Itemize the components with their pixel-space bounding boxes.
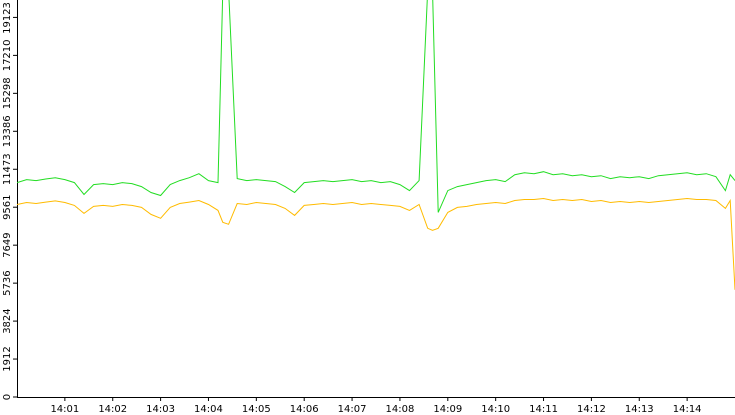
x-tick-label: 14:13 <box>625 404 654 415</box>
x-tick-label: 14:09 <box>433 404 462 415</box>
x-tick-label: 14:01 <box>50 404 79 415</box>
x-tick-label: 14:10 <box>481 404 510 415</box>
y-tick-label: 0 <box>2 394 13 400</box>
y-tick-label: 1912 <box>2 346 13 371</box>
x-tick-label: 14:05 <box>242 404 271 415</box>
series-line <box>17 0 735 213</box>
x-tick-label: 14:14 <box>673 404 702 415</box>
y-tick-label: 13386 <box>2 115 13 147</box>
x-tick-label: 14:04 <box>194 404 223 415</box>
x-tick-label: 14:03 <box>146 404 175 415</box>
y-tick-label: 19123 <box>2 2 13 34</box>
x-tick-label: 14:12 <box>577 404 606 415</box>
x-tick-label: 14:08 <box>386 404 415 415</box>
y-tick-label: 5736 <box>2 270 13 295</box>
y-tick-label: 3824 <box>2 308 13 333</box>
x-tick-label: 14:07 <box>338 404 367 415</box>
x-tick-label: 14:11 <box>529 404 558 415</box>
y-tick-label: 9561 <box>2 194 13 219</box>
y-tick-label: 15298 <box>2 77 13 109</box>
y-tick-label: 17210 <box>2 39 13 71</box>
y-tick-label: 7649 <box>2 232 13 257</box>
x-tick-label: 14:02 <box>98 404 127 415</box>
series-line <box>17 197 735 290</box>
x-tick-label: 14:06 <box>290 404 319 415</box>
y-tick-label: 11473 <box>2 153 13 185</box>
